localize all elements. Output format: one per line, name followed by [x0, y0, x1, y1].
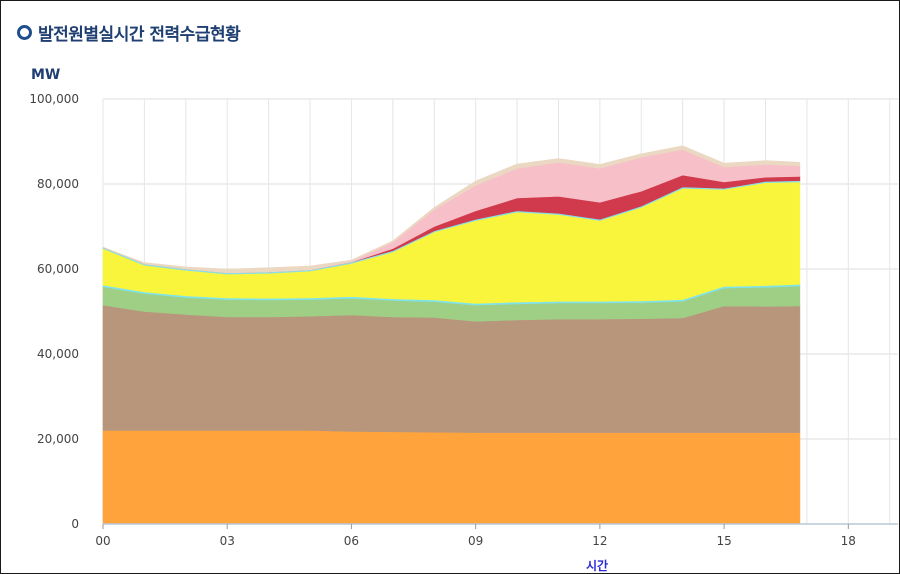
x-tick-label: 12 — [592, 534, 607, 548]
area-series-band — [102, 430, 801, 525]
x-tick-label: 09 — [468, 534, 483, 548]
x-axis-label: 시간 — [586, 559, 609, 573]
y-tick-label: 20,000 — [37, 432, 79, 446]
x-tick-label: 03 — [220, 534, 235, 548]
area-series-band — [102, 304, 801, 433]
x-tick-label: 15 — [716, 534, 731, 548]
y-tick-label: 60,000 — [37, 262, 79, 276]
chart-title: 발전원별실시간 전력수급현황 — [38, 24, 241, 45]
y-tick-label: 40,000 — [37, 347, 79, 361]
area-series — [102, 145, 801, 525]
title-row: 발전원별실시간 전력수급현황 — [17, 21, 241, 45]
x-tick-label: 06 — [344, 534, 359, 548]
circle-bullet-icon — [17, 24, 32, 40]
area-series-band — [102, 145, 801, 274]
x-tick-label: 18 — [841, 534, 856, 548]
x-tick-label: 00 — [95, 534, 110, 548]
axes: 0 20,000 40,000 60,000 80,000 100,000 00 03 06 09… — [29, 92, 898, 548]
y-tick-label: 80,000 — [37, 177, 79, 191]
y-tick-label: 0 — [71, 517, 79, 531]
y-axis-unit-label: MW — [31, 67, 61, 83]
y-tick-label: 100,000 — [29, 92, 79, 106]
